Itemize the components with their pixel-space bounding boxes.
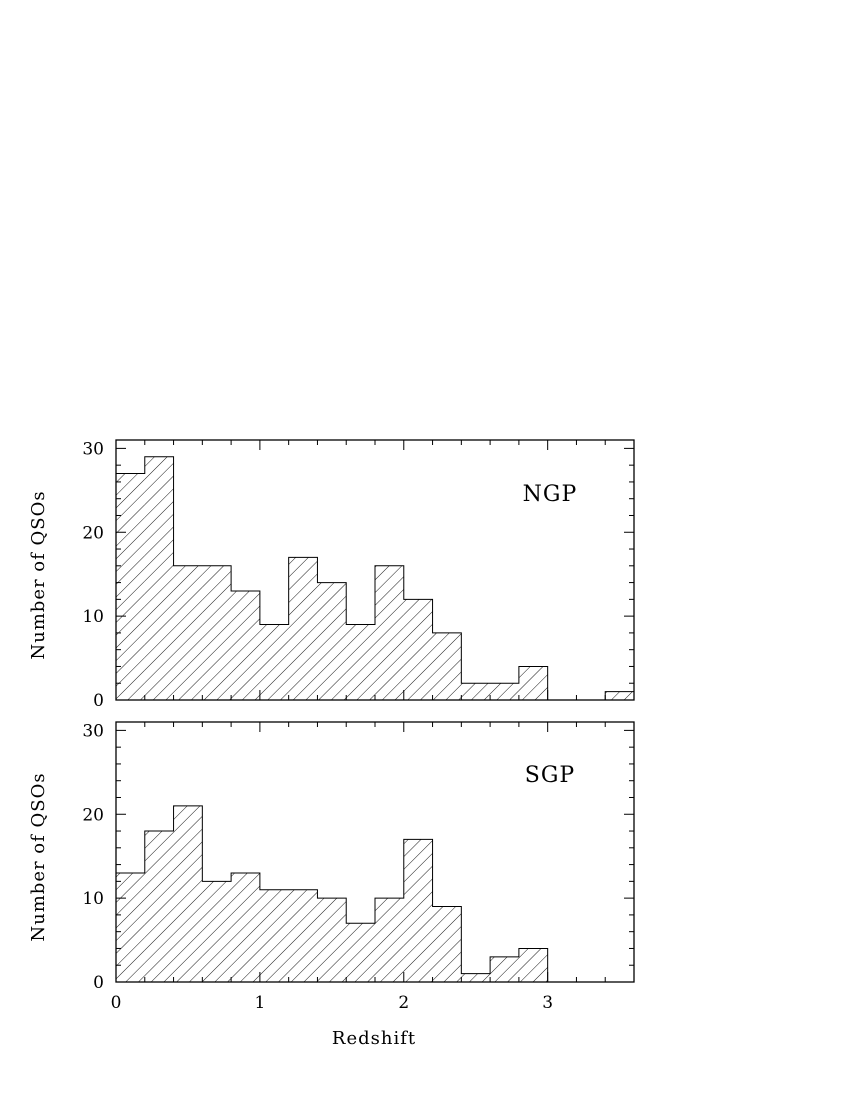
histogram-bar — [288, 557, 318, 700]
histogram-bar — [461, 683, 491, 700]
panel-ngp: 0 10 20 30 NGP Number of QSOs — [28, 439, 635, 711]
y-axis-label-ngp: Number of QSOs — [28, 490, 49, 659]
panel-sgp: 0 10 20 30 0 1 2 3 SGP Number of QSOs Redshift — [28, 721, 635, 1049]
histogram-bar — [116, 473, 145, 700]
y-tick-label: 30 — [82, 721, 104, 741]
histogram-bar — [518, 948, 548, 982]
y-tick-label: 0 — [93, 691, 104, 711]
y-tick-label: 0 — [93, 973, 104, 993]
histogram-bar — [432, 632, 462, 700]
histogram-outline — [115, 805, 634, 983]
panel-label-ngp: NGP — [523, 482, 578, 507]
histogram-bar — [605, 691, 634, 700]
histogram-bar — [144, 831, 174, 982]
histogram-bar — [518, 666, 548, 700]
histogram-bar — [375, 898, 404, 982]
histogram-bar — [490, 956, 519, 982]
y-tick-label: 20 — [82, 805, 104, 825]
histogram-bar — [346, 624, 375, 700]
x-tick-label: 3 — [542, 993, 553, 1013]
x-tick-label: 2 — [398, 993, 409, 1013]
histogram-bar — [173, 565, 203, 700]
histogram-bar — [317, 582, 347, 700]
y-tick-label: 10 — [82, 607, 104, 627]
y-tick-labels-ngp: 0 10 20 30 — [82, 439, 104, 711]
plot-frame-sgp — [115, 721, 635, 983]
histogram-bar — [231, 872, 260, 982]
histogram-bar — [202, 565, 232, 700]
y-tick-labels-sgp: 0 10 20 30 — [82, 721, 104, 993]
x-tick-labels-sgp: 0 1 2 3 — [111, 993, 553, 1013]
histogram-bar — [403, 839, 433, 982]
plot-frame-ngp — [115, 439, 635, 701]
histogram-bar — [432, 906, 462, 982]
histogram-bar — [259, 624, 289, 700]
x-tick-label: 0 — [111, 993, 122, 1013]
y-tick-label: 30 — [82, 439, 104, 459]
histogram-bar — [375, 565, 404, 700]
y-axis-label-sgp: Number of QSOs — [28, 772, 49, 941]
x-axis-label: Redshift — [332, 1028, 416, 1049]
histogram-bar — [144, 456, 174, 700]
histogram-bar — [116, 872, 145, 982]
histogram-bar — [461, 973, 491, 982]
histogram-bar — [346, 923, 375, 982]
histogram-bars-sgp — [115, 805, 634, 983]
histogram-bar — [173, 805, 203, 982]
histogram-bar — [231, 590, 260, 700]
panel-label-sgp: SGP — [525, 763, 575, 788]
histogram-bar — [259, 889, 289, 982]
histogram-bar — [317, 898, 347, 982]
histogram-bar — [490, 683, 519, 700]
x-tick-label: 1 — [254, 993, 265, 1013]
histogram-bars-ngp — [115, 456, 635, 701]
y-tick-label: 20 — [82, 523, 104, 543]
histogram-bar — [288, 889, 318, 982]
histogram-bar — [403, 599, 433, 700]
y-tick-label: 10 — [82, 889, 104, 909]
histogram-bar — [202, 881, 232, 982]
